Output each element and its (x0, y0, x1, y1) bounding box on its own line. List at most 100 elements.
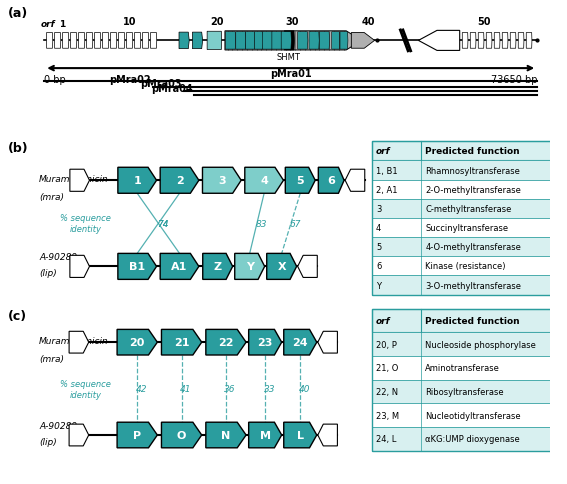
Polygon shape (266, 254, 297, 280)
Text: 33: 33 (264, 384, 275, 393)
Text: 3: 3 (218, 176, 226, 186)
Text: 74: 74 (156, 219, 168, 228)
Text: 30: 30 (285, 17, 299, 28)
Text: N: N (221, 430, 231, 440)
Text: 6: 6 (327, 176, 335, 186)
Bar (372, 199, 567, 218)
Polygon shape (206, 423, 246, 448)
Text: Ribosyltransferase: Ribosyltransferase (425, 387, 503, 396)
Text: Rhamnosyltransferase: Rhamnosyltransferase (425, 166, 520, 175)
Text: 4: 4 (260, 176, 268, 186)
Text: 41: 41 (180, 384, 192, 393)
Polygon shape (78, 33, 84, 49)
Text: Aminotransferase: Aminotransferase (425, 363, 500, 373)
Text: 0 bp: 0 bp (44, 76, 66, 85)
Bar (372, 142, 567, 161)
Polygon shape (70, 256, 90, 278)
Text: 5: 5 (297, 176, 304, 186)
Text: % sequence
identity: % sequence identity (60, 214, 111, 234)
Text: 24, L: 24, L (376, 435, 396, 443)
Text: 3-O-methyltransferase: 3-O-methyltransferase (425, 281, 521, 290)
Polygon shape (318, 332, 337, 353)
Text: 23, M: 23, M (376, 411, 399, 420)
Polygon shape (235, 254, 265, 280)
Text: 2: 2 (176, 176, 183, 186)
Bar (372, 309, 567, 451)
Bar (372, 257, 567, 276)
Polygon shape (245, 168, 284, 194)
Polygon shape (494, 33, 500, 49)
Polygon shape (118, 254, 156, 280)
Text: 6: 6 (376, 262, 382, 271)
Text: Kinase (resistance): Kinase (resistance) (425, 262, 506, 271)
Polygon shape (340, 32, 348, 50)
Text: 21, O: 21, O (376, 363, 399, 373)
Text: Y: Y (376, 281, 381, 290)
Polygon shape (352, 33, 375, 49)
Polygon shape (46, 33, 53, 49)
Text: 42: 42 (136, 384, 147, 393)
Text: 10: 10 (122, 17, 136, 28)
Polygon shape (470, 33, 476, 49)
Text: Muraminomicin: Muraminomicin (39, 336, 109, 346)
Text: B1: B1 (129, 262, 145, 272)
Text: (c): (c) (8, 309, 27, 322)
Text: M: M (260, 430, 270, 440)
Bar (372, 218, 567, 238)
Text: (lip): (lip) (39, 269, 57, 278)
Polygon shape (142, 33, 149, 49)
Text: 2, A1: 2, A1 (376, 185, 397, 194)
Polygon shape (462, 33, 468, 49)
Polygon shape (502, 33, 508, 49)
Text: (b): (b) (8, 142, 29, 155)
Text: 83: 83 (255, 219, 267, 228)
Text: orf: orf (376, 147, 391, 156)
Text: 22, N: 22, N (376, 387, 398, 396)
Polygon shape (298, 32, 308, 50)
Text: 22: 22 (218, 337, 234, 348)
Text: 4-O-methyltransferase: 4-O-methyltransferase (425, 242, 521, 252)
Polygon shape (318, 424, 337, 446)
Polygon shape (255, 32, 264, 50)
Polygon shape (95, 33, 101, 49)
Text: Predicted function: Predicted function (425, 147, 520, 156)
Text: P: P (133, 430, 141, 440)
Bar (372, 238, 567, 257)
Text: 74: 74 (156, 219, 168, 228)
Bar (372, 276, 567, 295)
Polygon shape (70, 170, 90, 192)
Text: 40: 40 (362, 17, 375, 28)
Polygon shape (87, 33, 93, 49)
Text: 23: 23 (257, 337, 273, 348)
Polygon shape (160, 254, 199, 280)
Text: 1, B1: 1, B1 (376, 166, 397, 175)
Text: 5: 5 (376, 242, 382, 252)
Polygon shape (69, 332, 88, 353)
Text: % sequence
identity: % sequence identity (60, 379, 111, 399)
Polygon shape (345, 170, 365, 192)
Text: 24: 24 (293, 337, 308, 348)
Polygon shape (272, 32, 282, 50)
Polygon shape (418, 31, 460, 51)
Polygon shape (263, 32, 273, 50)
Polygon shape (318, 168, 344, 194)
Text: 50: 50 (478, 17, 491, 28)
Polygon shape (332, 32, 340, 50)
Polygon shape (162, 330, 202, 355)
Polygon shape (319, 32, 329, 50)
Polygon shape (111, 33, 117, 49)
Text: Nucleoside phosphorylase: Nucleoside phosphorylase (425, 340, 536, 349)
Text: (mra): (mra) (39, 193, 64, 202)
Polygon shape (62, 33, 69, 49)
Polygon shape (526, 33, 532, 49)
Text: (lip): (lip) (39, 437, 57, 446)
Text: 21: 21 (174, 337, 189, 348)
Text: pMra01: pMra01 (270, 68, 311, 78)
Text: 20, P: 20, P (376, 340, 397, 349)
Polygon shape (284, 32, 294, 51)
Polygon shape (206, 330, 246, 355)
Polygon shape (203, 254, 232, 280)
Text: L: L (297, 430, 304, 440)
Text: 36: 36 (225, 384, 236, 393)
Polygon shape (284, 330, 317, 355)
